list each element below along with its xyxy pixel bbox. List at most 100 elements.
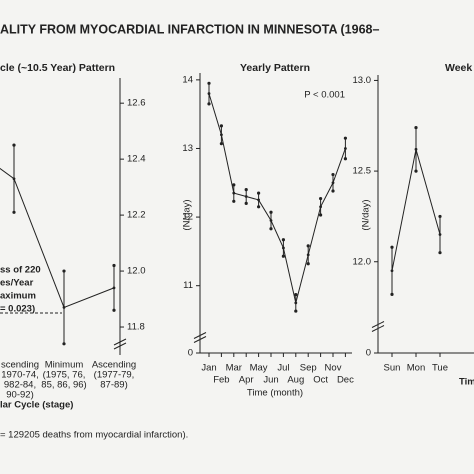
point (220, 133, 223, 137)
y-tick-label: 0 (188, 348, 193, 359)
point (12, 177, 16, 181)
x-axis-label: Tim (459, 377, 474, 388)
error-end (319, 213, 323, 217)
point (244, 195, 248, 198)
error-end (219, 142, 223, 146)
footnote: = 129205 deaths from myocardial infarcti… (0, 430, 188, 441)
error-end (112, 263, 116, 268)
x-tick-label: 90-92) (6, 390, 33, 401)
error-end (438, 214, 442, 219)
x-tick-label: 1970-74, (1, 370, 39, 381)
error-end (62, 269, 66, 273)
error-end (294, 293, 298, 297)
annotation: ss of 220 (0, 265, 41, 276)
y-tick-label: 12.6 (127, 98, 146, 109)
panel-title: Yearly Pattern (240, 62, 310, 74)
error-end (306, 262, 310, 266)
point (331, 181, 335, 185)
point (269, 219, 273, 222)
error-end (281, 254, 285, 258)
error-end (12, 210, 16, 214)
annotation: es/Year (0, 278, 34, 289)
error-end (414, 125, 418, 130)
point (294, 301, 298, 305)
x-axis-label: lar Cycle (stage) (0, 400, 73, 411)
y-tick-label: 13.0 (353, 75, 372, 86)
y-tick-label: 12.0 (353, 256, 372, 267)
x-tick-label: 982-84, (4, 380, 36, 391)
annotation: P < 0.001 (304, 90, 345, 101)
x-tick-label: Jul (277, 363, 289, 374)
error-end (306, 244, 310, 248)
x-tick-label: Nov (325, 363, 342, 374)
error-end (62, 342, 66, 346)
x-tick-label: Tue (432, 363, 448, 374)
x-tick-label: Jun (263, 375, 278, 386)
error-end (269, 227, 273, 231)
error-end (414, 169, 418, 173)
y-tick-label: 11.8 (127, 322, 145, 333)
error-end (232, 199, 236, 203)
point (390, 269, 394, 273)
data-line (0, 167, 115, 309)
error-end (219, 124, 223, 128)
x-tick-label: Sun (384, 363, 401, 374)
error-end (281, 238, 285, 242)
annotation: aximum (0, 291, 36, 302)
error-end (269, 210, 273, 214)
y-tick-label: 12 (182, 212, 193, 223)
x-tick-label: 85, 86, 96) (41, 380, 86, 391)
error-end (331, 189, 335, 193)
error-end (343, 157, 347, 161)
point (232, 191, 236, 195)
y-tick-label: 12.4 (127, 154, 146, 165)
axis-break (193, 332, 207, 343)
y-tick-label: 14 (182, 74, 193, 85)
error-end (207, 102, 211, 106)
error-end (12, 143, 16, 147)
y-tick-label: 12.5 (353, 166, 372, 177)
point (438, 233, 442, 236)
error-end (319, 196, 323, 201)
error-end (294, 309, 298, 313)
point (306, 253, 310, 257)
error-end (438, 251, 442, 255)
y-tick-label: 11 (183, 280, 193, 291)
x-tick-label: May (250, 363, 268, 374)
x-tick-label: (1977-79, (94, 370, 135, 381)
y-tick-label: 12.2 (127, 210, 146, 221)
point (282, 246, 285, 250)
point (112, 286, 116, 290)
y-tick-label: 12.0 (127, 266, 146, 277)
x-tick-label: Mar (226, 363, 242, 374)
x-tick-label: Minimum (45, 360, 84, 371)
point (344, 147, 347, 150)
error-end (112, 308, 116, 312)
annotation: = 0.023) (0, 304, 35, 315)
data-line (208, 93, 346, 303)
axis-break (371, 321, 385, 332)
x-tick-label: Aug (287, 375, 304, 386)
x-tick-label: scending (1, 360, 39, 371)
figure-title: ALITY FROM MYOCARDIAL INFARCTION IN MINN… (0, 22, 379, 36)
x-tick-label: Apr (239, 375, 254, 386)
x-tick-label: Sep (300, 363, 317, 374)
x-tick-label: 87-89) (100, 380, 127, 391)
panel-title: cle (~10.5 Year) Pattern (0, 62, 115, 74)
error-end (331, 172, 335, 177)
axis-break (113, 338, 127, 350)
x-tick-label: Dec (337, 375, 354, 386)
error-end (257, 191, 261, 195)
y-axis-label: (N/day) (361, 199, 372, 230)
y-axis-label: (N/day) (182, 199, 193, 230)
point (207, 92, 211, 95)
error-end (390, 245, 394, 249)
error-end (232, 183, 236, 187)
error-end (244, 188, 248, 192)
x-axis-label: Time (month) (247, 388, 303, 399)
x-tick-label: (1975, 76, (43, 370, 86, 381)
point (319, 205, 322, 209)
x-tick-label: Jan (201, 363, 216, 374)
